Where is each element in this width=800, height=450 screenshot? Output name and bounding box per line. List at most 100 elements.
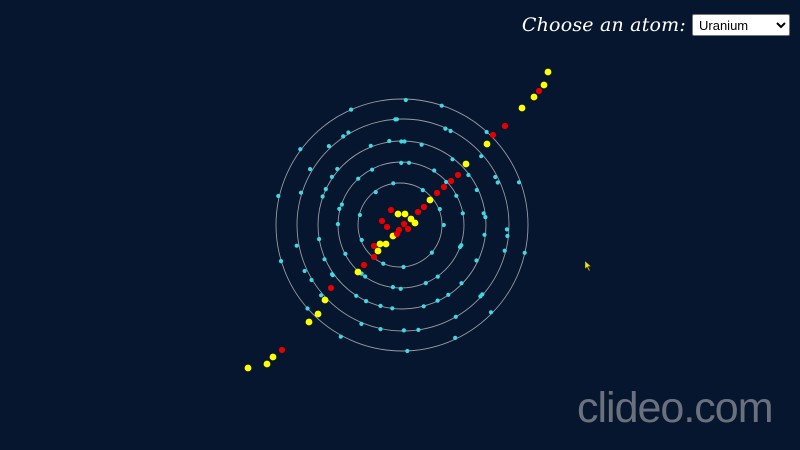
electron [504, 227, 509, 232]
neutron [321, 296, 329, 304]
electron [364, 299, 369, 304]
neutron [263, 360, 271, 368]
electron [373, 190, 378, 195]
neutron [426, 196, 434, 204]
electron [403, 97, 408, 103]
electron [349, 107, 354, 112]
electron [482, 232, 487, 237]
electron [359, 321, 364, 326]
neutron [394, 210, 402, 218]
electron [457, 244, 463, 250]
electron [381, 261, 386, 266]
electron [453, 314, 458, 319]
proton [393, 230, 401, 238]
electron [354, 293, 359, 298]
electron [481, 211, 486, 216]
electron [330, 273, 335, 278]
electron [390, 306, 395, 311]
electron [502, 248, 507, 253]
neutron [540, 81, 548, 89]
neutron [483, 140, 491, 148]
electron [444, 179, 449, 185]
electron [443, 126, 448, 131]
electron [493, 174, 498, 180]
atom-chooser: Choose an atom: Uranium [522, 14, 790, 36]
electron [432, 168, 437, 173]
proton [454, 171, 462, 179]
electron [322, 257, 327, 262]
electron [359, 237, 364, 243]
electrons [276, 97, 527, 354]
watermark: clideo.com [577, 384, 774, 432]
neutron [305, 318, 313, 326]
electron [466, 172, 471, 178]
electron [398, 286, 403, 291]
proton [370, 242, 378, 250]
neutron [244, 364, 252, 372]
electron [402, 139, 407, 144]
proton [400, 220, 408, 228]
electron [319, 293, 324, 298]
neutron [314, 310, 322, 318]
electron [454, 193, 459, 198]
electron [460, 211, 465, 216]
electron [435, 274, 440, 279]
mouse-pointer-icon [585, 261, 592, 271]
electron [294, 243, 299, 248]
proton [501, 122, 509, 130]
electron [335, 166, 340, 172]
electron [335, 222, 340, 227]
electron [406, 160, 412, 165]
proton [278, 346, 286, 354]
electron [329, 174, 334, 179]
electron [326, 144, 331, 149]
electron [338, 334, 343, 339]
atom-chooser-label: Choose an atom: [521, 14, 686, 36]
electron [474, 258, 479, 263]
electron [448, 128, 453, 134]
electron [387, 138, 392, 144]
electron [423, 281, 428, 286]
atom-select[interactable]: Uranium [692, 14, 790, 36]
electron [495, 180, 500, 185]
proton [378, 217, 386, 225]
electron [394, 117, 399, 122]
electron [522, 250, 527, 255]
proton [433, 189, 441, 197]
electron [298, 190, 304, 195]
electron [370, 167, 375, 172]
electron [308, 167, 313, 172]
proton [327, 284, 335, 292]
proton [489, 131, 497, 139]
electron [320, 194, 325, 199]
neutron [401, 210, 409, 218]
proton [535, 87, 543, 95]
electron [298, 147, 303, 152]
electron [357, 212, 362, 218]
neutron [518, 104, 526, 112]
electron [416, 327, 421, 332]
electron [505, 233, 510, 239]
electron [356, 176, 361, 181]
electron [441, 222, 446, 228]
electron [302, 268, 307, 274]
electron [341, 134, 346, 139]
electron [346, 130, 351, 135]
electron [399, 139, 404, 144]
electron [390, 285, 395, 290]
electron [450, 157, 455, 162]
electron [309, 277, 314, 283]
proton [404, 225, 412, 233]
electron [446, 292, 451, 297]
electron [419, 142, 424, 147]
electron [435, 298, 440, 303]
proton [360, 261, 368, 269]
electron [483, 215, 488, 220]
electron [429, 250, 434, 255]
electron [399, 160, 404, 165]
electron [405, 348, 410, 354]
nucleus-particles [244, 68, 552, 372]
proton [414, 208, 422, 216]
orbit-ring [275, 98, 529, 352]
